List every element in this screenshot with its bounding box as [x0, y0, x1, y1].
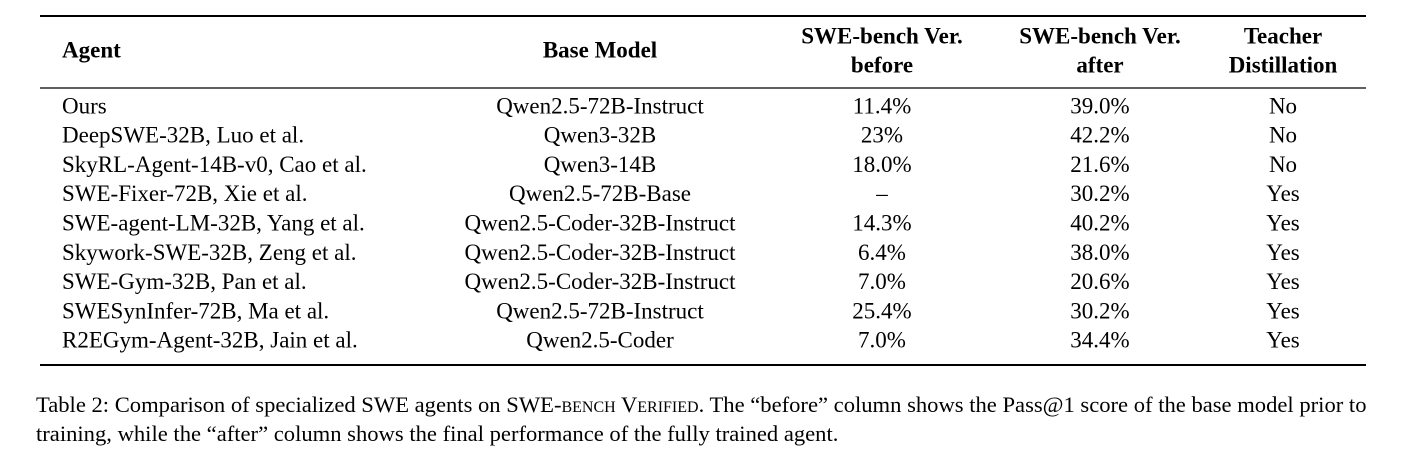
table-cell: 21.6%	[1070, 152, 1129, 177]
table-cell: SWE-agent-LM-32B, Yang et al.	[62, 210, 365, 235]
header-cell: before	[851, 52, 913, 77]
table-cell: 14.3%	[852, 210, 911, 235]
table-cell: 39.0%	[1070, 93, 1129, 118]
table-cell: Qwen2.5-Coder-32B-Instruct	[464, 269, 736, 294]
table-cell: R2EGym-Agent-32B, Jain et al.	[62, 328, 358, 353]
table-cell: 6.4%	[858, 240, 906, 265]
table-cell: Yes	[1266, 328, 1300, 353]
table-cell: Qwen2.5-Coder-32B-Instruct	[464, 210, 736, 235]
header-cell: Distillation	[1229, 52, 1338, 77]
table-cell: No	[1269, 123, 1297, 148]
table-cell: SWE-Gym-32B, Pan et al.	[62, 269, 307, 294]
table-cell: 7.0%	[858, 269, 906, 294]
table-cell: 38.0%	[1070, 240, 1129, 265]
table-cell: Yes	[1266, 240, 1300, 265]
table-cell: DeepSWE-32B, Luo et al.	[62, 123, 304, 148]
table-cell: Ours	[62, 93, 107, 118]
header-cell: SWE-bench Ver.	[801, 23, 962, 48]
header-cell: after	[1076, 52, 1123, 77]
header-cell: SWE-bench Ver.	[1019, 23, 1180, 48]
table-cell: 7.0%	[858, 328, 906, 353]
table-cell: Qwen2.5-72B-Instruct	[496, 298, 704, 323]
table-cell: Qwen2.5-72B-Base	[509, 181, 691, 206]
table-cell: Qwen2.5-Coder-32B-Instruct	[464, 240, 736, 265]
table-cell: SWE-Fixer-72B, Xie et al.	[62, 181, 307, 206]
table-cell: 42.2%	[1070, 123, 1129, 148]
table-cell: SWESynInfer-72B, Ma et al.	[62, 298, 329, 323]
table-cell: Yes	[1266, 269, 1300, 294]
table-cell: 18.0%	[852, 152, 911, 177]
table-cell: No	[1269, 152, 1297, 177]
table-cell: 25.4%	[852, 298, 911, 323]
table-cell: Qwen3-14B	[544, 152, 656, 177]
header-cell: Agent	[62, 37, 121, 62]
table: Agent Base Model SWE-bench Ver. before SWE-b…	[40, 15, 1366, 366]
header-cell: Base Model	[543, 37, 657, 62]
table-cell: 20.6%	[1070, 269, 1129, 294]
table-cell: SkyRL-Agent-14B-v0, Cao et al.	[62, 152, 367, 177]
table-cell: 23%	[861, 123, 903, 148]
caption: Table 2: Comparison of specialized SWE a…	[36, 390, 1386, 448]
table-cell: No	[1269, 93, 1297, 118]
caption-text: . The “before” column shows the Pass@1 s…	[36, 392, 1367, 446]
table-cell: Yes	[1266, 181, 1300, 206]
table-cell: Yes	[1266, 210, 1300, 235]
table-cell: 30.2%	[1070, 298, 1129, 323]
table-cell: 34.4%	[1070, 328, 1129, 353]
table-cell: Skywork-SWE-32B, Zeng et al.	[62, 240, 356, 265]
table-cell: Qwen2.5-Coder	[526, 328, 674, 353]
table-cell: 30.2%	[1070, 181, 1129, 206]
caption-smallcaps: SWE-bench Verified	[506, 392, 699, 417]
table-cell: Qwen3-32B	[544, 123, 656, 148]
table-cell: Qwen2.5-72B-Instruct	[496, 93, 704, 118]
header-cell: Teacher	[1244, 23, 1322, 48]
table-cell: 11.4%	[853, 93, 912, 118]
table-cell: Yes	[1266, 298, 1300, 323]
table-cell: –	[875, 181, 888, 206]
caption-text: Table 2: Comparison of specialized SWE a…	[36, 392, 507, 417]
table-cell: 40.2%	[1070, 210, 1129, 235]
